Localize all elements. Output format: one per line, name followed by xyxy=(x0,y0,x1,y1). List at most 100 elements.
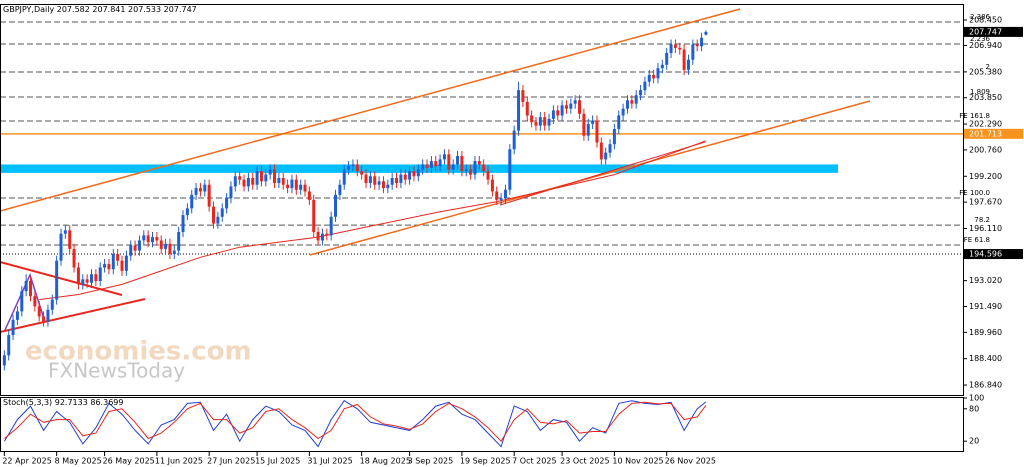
candle-body xyxy=(194,188,198,195)
candle-body xyxy=(660,64,664,69)
candle-body xyxy=(656,68,660,79)
candle-body xyxy=(299,184,303,190)
y-tick-label: 199.200 xyxy=(969,172,1002,181)
candle-body xyxy=(124,255,128,271)
plot-frame xyxy=(0,4,964,396)
drawing-layer xyxy=(0,21,963,255)
candle-body xyxy=(212,206,216,224)
candle-body xyxy=(29,280,33,297)
y-tick-label: 200.760 xyxy=(969,145,1002,154)
candle-body xyxy=(482,164,486,172)
y-tick-label: 197.670 xyxy=(969,198,1002,207)
candle-body xyxy=(146,235,150,243)
candle-body xyxy=(569,103,573,109)
candle-body xyxy=(399,174,403,184)
candle-body xyxy=(704,31,708,35)
x-tick-label: 8 May 2025 xyxy=(55,457,102,466)
candle-body xyxy=(517,90,521,131)
candle-body xyxy=(246,177,250,187)
candle-body xyxy=(686,59,690,70)
candle-body xyxy=(155,237,159,241)
candle-body xyxy=(604,152,608,160)
channel-line xyxy=(0,8,741,212)
stoch-title: Stoch(5,3,3) 92.7133 86.3699 xyxy=(3,398,123,407)
x-tick-label: 3 Sep 2025 xyxy=(408,457,454,466)
candle-body xyxy=(111,253,115,270)
candle-body xyxy=(591,120,595,124)
high: 207.841 xyxy=(92,5,125,14)
candle-body xyxy=(55,260,59,300)
candle-body xyxy=(530,115,534,123)
candle-body xyxy=(37,306,41,317)
candle-body xyxy=(669,44,673,53)
x-tick-label: 10 Nov 2025 xyxy=(612,457,663,466)
candle-body xyxy=(381,181,385,189)
candle-body xyxy=(286,184,290,189)
candle-body xyxy=(24,280,28,292)
stoch-line xyxy=(3,400,707,448)
x-tick-label: 27 Jun 2025 xyxy=(207,457,255,466)
candle-body xyxy=(334,194,338,217)
candle-body xyxy=(251,177,255,185)
candle-body xyxy=(168,243,172,254)
candle-body xyxy=(473,161,477,175)
candle-body xyxy=(312,199,316,233)
candle-body xyxy=(103,264,107,268)
candle-body xyxy=(647,74,651,82)
fib-label: 2 xyxy=(986,63,990,71)
fib-label: FE 161.8 xyxy=(959,112,990,120)
stoch-line xyxy=(4,401,707,443)
candle-body xyxy=(599,142,603,160)
candle-body xyxy=(142,235,146,241)
current-price-label: 207.747 xyxy=(969,27,1002,36)
candle-body xyxy=(351,164,355,167)
x-tick-label: 31 Jul 2025 xyxy=(307,457,352,466)
candle-body xyxy=(469,169,473,175)
stoch-name: Stoch(5,3,3) xyxy=(3,398,52,407)
candle-body xyxy=(172,250,176,254)
candle-body xyxy=(137,240,141,251)
candle-body xyxy=(586,123,590,136)
y-tick-label: 206.940 xyxy=(969,41,1002,50)
candle-body xyxy=(368,176,372,184)
candle-body xyxy=(181,215,185,233)
candle-body xyxy=(547,118,551,126)
candle-body xyxy=(621,108,625,116)
candle-body xyxy=(486,171,490,180)
candle-body xyxy=(429,161,433,168)
candle-body xyxy=(464,169,468,172)
candle-body xyxy=(76,267,80,285)
candle-body xyxy=(268,169,272,175)
candle-body xyxy=(525,101,529,116)
candle-body xyxy=(120,260,124,271)
candle-body xyxy=(521,90,525,102)
candle-body xyxy=(264,174,268,182)
candle-body xyxy=(216,216,220,224)
y-tick-label: 202.290 xyxy=(969,120,1002,129)
candle-body xyxy=(347,166,351,170)
candle-body xyxy=(543,117,547,126)
fib-label: 2.236 xyxy=(970,35,991,43)
open: 207.582 xyxy=(57,5,90,14)
candle-body xyxy=(15,311,19,320)
chart-title: GBPJPY,Daily 207.582 207.841 207.533 207… xyxy=(3,5,197,14)
candle-body xyxy=(177,232,181,251)
candle-body xyxy=(608,144,612,153)
candle-body xyxy=(133,245,137,251)
candle-body xyxy=(460,156,464,172)
candle-body xyxy=(412,171,416,177)
candle-body xyxy=(129,245,133,256)
candle-body xyxy=(81,279,85,285)
symbol: GBPJPY,Daily xyxy=(3,5,54,14)
candle-body xyxy=(617,115,621,129)
candle-body xyxy=(573,100,577,104)
candle-body xyxy=(68,230,72,249)
candle-body xyxy=(364,174,368,184)
stoch-tick-label: 80 xyxy=(969,404,979,413)
candle-body xyxy=(229,186,233,199)
fib-label: FE 100.0 xyxy=(959,189,990,197)
candle-body xyxy=(307,191,311,200)
candle-body xyxy=(560,105,564,116)
